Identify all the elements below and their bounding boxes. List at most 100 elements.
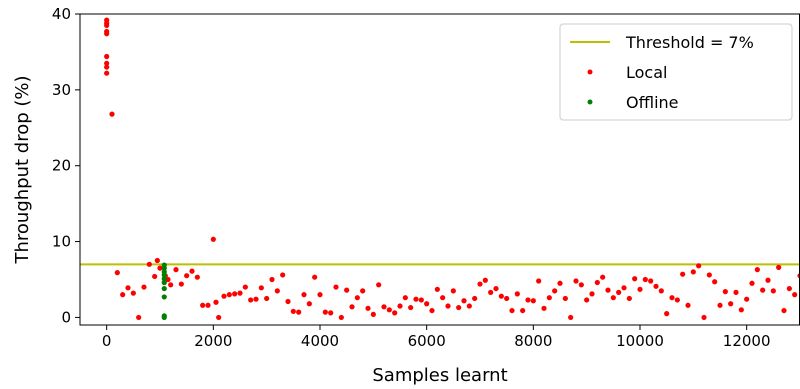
local-point (152, 273, 158, 280)
local-point (733, 289, 739, 295)
local-point (146, 261, 152, 267)
local-point (205, 302, 211, 308)
local-point (680, 271, 686, 277)
local-point (786, 285, 792, 292)
local-point (696, 263, 702, 269)
local-point (333, 284, 339, 290)
local-point (424, 301, 430, 307)
local-point (509, 307, 515, 314)
local-point (440, 295, 446, 301)
local-point (600, 274, 606, 280)
local-point (349, 304, 355, 310)
local-point (584, 297, 590, 303)
local-point (402, 295, 408, 301)
local-point (456, 304, 462, 311)
local-point (125, 285, 131, 291)
local-point (408, 304, 414, 311)
local-point (642, 276, 648, 283)
local-point (365, 305, 371, 311)
local-point (322, 309, 328, 315)
local-point (381, 304, 387, 310)
local-point (413, 296, 419, 302)
local-point (493, 285, 499, 292)
local-point (154, 257, 160, 264)
local-point (536, 278, 542, 284)
local-point (237, 290, 243, 296)
local-point (589, 291, 595, 297)
points-layer (104, 17, 800, 321)
x-tick-label: 2000 (194, 332, 232, 350)
local-point (562, 295, 568, 302)
local-point (754, 267, 760, 273)
plot-area (79, 13, 800, 326)
y-axis: 0 10 20 30 40 (52, 5, 80, 326)
local-point (104, 60, 110, 66)
local-point (306, 301, 312, 307)
local-point (637, 286, 643, 292)
x-axis: 0 2000 4000 6000 8000 10000 12000 (102, 325, 771, 350)
local-point (120, 292, 126, 298)
local-point (525, 297, 531, 303)
local-point (232, 291, 238, 297)
local-point (184, 273, 190, 279)
local-point (429, 307, 435, 314)
local-point (461, 298, 467, 304)
y-tick-label: 0 (61, 308, 71, 326)
local-point (792, 292, 798, 298)
local-point (621, 285, 627, 291)
local-point (658, 288, 664, 294)
local-point (312, 274, 318, 280)
local-point (514, 291, 520, 297)
local-point (738, 307, 744, 313)
local-point (136, 314, 142, 321)
local-point (744, 296, 750, 302)
local-point (360, 288, 366, 294)
local-point (376, 282, 382, 288)
local-point (712, 279, 718, 285)
offline-point (161, 294, 167, 300)
local-point (722, 289, 728, 295)
legend-box (559, 23, 793, 121)
local-point (141, 284, 147, 290)
local-point (386, 307, 392, 313)
local-point (242, 284, 248, 290)
local-point (701, 314, 707, 321)
local-point (114, 270, 120, 276)
local-point (264, 295, 270, 302)
local-point (488, 289, 494, 295)
local-point (728, 301, 734, 307)
local-point (104, 70, 110, 76)
local-point (213, 299, 219, 305)
local-point (472, 295, 478, 302)
local-point (749, 280, 755, 286)
local-point (392, 310, 398, 316)
local-point (354, 295, 360, 301)
local-point (594, 279, 600, 286)
offline-point (161, 285, 167, 292)
legend-offline-swatch (587, 99, 593, 105)
offline-point (161, 279, 167, 286)
local-point (397, 303, 403, 309)
x-tick-label: 6000 (408, 332, 446, 350)
local-point (178, 281, 184, 287)
local-point (370, 311, 376, 317)
y-tick-label: 40 (52, 5, 71, 23)
x-tick-label: 0 (102, 332, 112, 350)
local-point (498, 293, 504, 299)
local-point (578, 282, 584, 288)
y-axis-title: Throughput drop (%) (12, 75, 33, 264)
local-point (776, 264, 782, 270)
local-point (194, 274, 200, 280)
local-point (653, 283, 659, 289)
legend: Threshold = 7% Local Offline (559, 23, 793, 121)
offline-point (161, 314, 167, 321)
local-point (450, 288, 456, 294)
legend-offline-label: Offline (626, 93, 679, 112)
y-tick-label: 10 (52, 233, 71, 251)
local-point (717, 302, 723, 308)
local-point (690, 269, 696, 275)
legend-local-swatch (587, 69, 593, 75)
offline-point (161, 276, 167, 282)
local-point (301, 292, 307, 298)
